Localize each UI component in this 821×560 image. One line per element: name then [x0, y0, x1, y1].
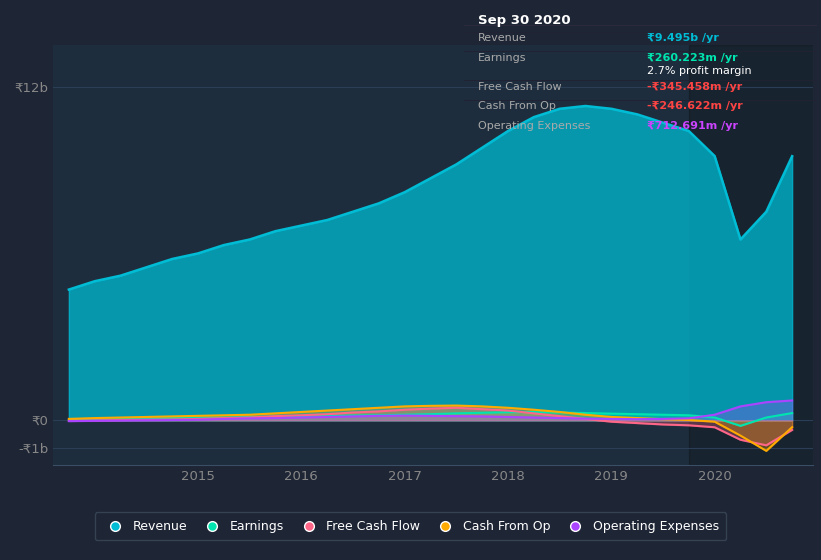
Text: 2.7% profit margin: 2.7% profit margin [648, 66, 752, 76]
Text: Revenue: Revenue [478, 33, 527, 43]
Text: Earnings: Earnings [478, 53, 526, 63]
Legend: Revenue, Earnings, Free Cash Flow, Cash From Op, Operating Expenses: Revenue, Earnings, Free Cash Flow, Cash … [94, 512, 727, 540]
Text: Operating Expenses: Operating Expenses [478, 121, 590, 131]
Text: Sep 30 2020: Sep 30 2020 [478, 14, 571, 27]
Bar [689, 45, 821, 465]
Text: -₹246.622m /yr: -₹246.622m /yr [648, 101, 743, 111]
Text: -₹345.458m /yr: -₹345.458m /yr [648, 82, 743, 92]
Text: ₹9.495b /yr: ₹9.495b /yr [648, 33, 719, 43]
Text: ₹712.691m /yr: ₹712.691m /yr [648, 121, 738, 131]
Text: ₹260.223m /yr: ₹260.223m /yr [648, 53, 738, 63]
Text: Cash From Op: Cash From Op [478, 101, 556, 111]
Text: Free Cash Flow: Free Cash Flow [478, 82, 562, 92]
